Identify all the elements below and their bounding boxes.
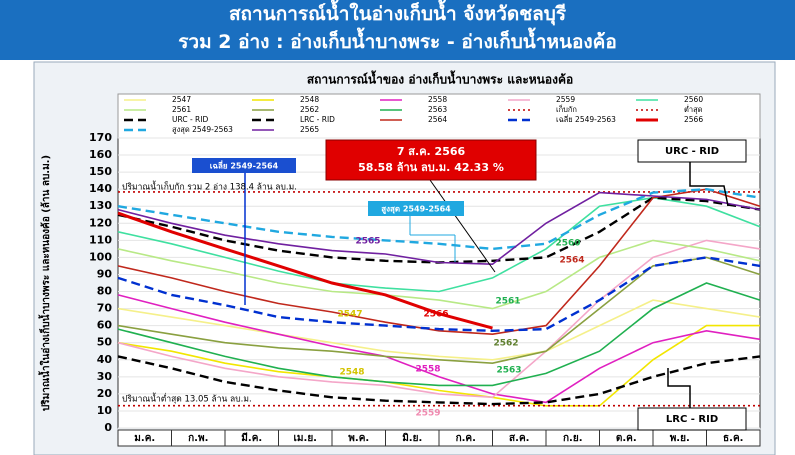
y-tick-label: 20 [97, 387, 113, 400]
x-tick-label: พ.ค. [348, 433, 369, 444]
y-tick-label: 0 [104, 421, 112, 434]
series-line [117, 256, 761, 333]
capacity-label: ปริมาณน้ำเก็บกัก รวม 2 อ่าง 138.4 ล้าน ล… [122, 181, 297, 193]
y-tick-label: 90 [97, 267, 113, 280]
y-tick-label: 60 [97, 319, 113, 332]
line-label: 2566 [423, 310, 448, 320]
y-tick-label: 120 [89, 216, 112, 229]
series-line [117, 239, 761, 310]
x-tick-label: พ.ย. [670, 433, 690, 444]
line-label: 2561 [495, 297, 520, 307]
legend-box [117, 93, 761, 139]
x-tick-label: ธ.ค. [723, 433, 743, 444]
arrow [667, 368, 691, 410]
legend-label: URC - RID [172, 115, 208, 124]
legend-label: 2559 [556, 95, 575, 104]
series-line [117, 282, 761, 387]
legend-label: สูงสุด 2549-2563 [172, 125, 233, 134]
legend-label: 2561 [172, 105, 191, 114]
legend-label: เฉลี่ย 2549-2563 [556, 114, 616, 124]
line-label: 2565 [355, 237, 380, 247]
y-tick-label: 70 [97, 302, 113, 315]
line-label: 2547 [337, 310, 362, 320]
y-tick-label: 40 [97, 353, 113, 366]
y-axis-label: ปริมาณน้ำในอ่างเก็บน้ำบางพระ และหนองค้อ … [38, 155, 52, 411]
plot-area [117, 137, 761, 429]
legend-label: LRC - RID [300, 115, 335, 124]
series-line [117, 324, 760, 407]
line-label: 2558 [415, 365, 440, 375]
series-line [117, 211, 493, 330]
legend-label: 2565 [300, 125, 319, 134]
legend-label: 2566 [684, 115, 703, 124]
header: สถานการณ์น้ำในอ่างเก็บน้ำ จังหวัดชลบุรี … [0, 0, 795, 60]
x-tick-label: เม.ย. [294, 433, 317, 444]
series-line [117, 355, 761, 406]
series-line [117, 239, 761, 399]
urc-label: URC - RID [665, 146, 719, 157]
legend-label: 2564 [428, 115, 447, 124]
y-tick-label: 50 [97, 336, 113, 349]
x-tick-label: มี.ค. [241, 432, 262, 444]
line-label: 2560 [555, 239, 580, 249]
legend-label: 2558 [428, 95, 447, 104]
urc-box [637, 139, 747, 163]
avg-label: เฉลี่ย 2549-2564 [210, 160, 279, 171]
series-line [117, 294, 761, 404]
callout-value: 58.58 ล้าน ลบ.ม. 42.33 % [358, 161, 504, 174]
y-tick-label: 140 [89, 182, 112, 195]
y-tick-label: 30 [97, 370, 113, 383]
header-subtitle: รวม 2 อ่าง : อ่างเก็บน้ำบางพระ - อ่างเก็… [178, 31, 617, 53]
minimum-label: ปริมาณน้ำต่ำสุด 13.05 ล้าน ลบ.ม. [122, 393, 252, 405]
chart-title: สถานการณ์น้ำของ อ่างเก็บน้ำบางพระ และหนอ… [307, 70, 573, 87]
series-line [117, 256, 761, 365]
y-tick-label: 150 [89, 165, 112, 178]
line-label: 2562 [493, 339, 518, 349]
callout-box [325, 139, 537, 181]
max-label: สูงสุด 2549-2564 [381, 205, 451, 215]
y-tick-label: 130 [89, 199, 112, 212]
x-tick-label: ม.ค. [134, 433, 155, 444]
y-tick-label: 80 [97, 285, 113, 298]
series-line [117, 299, 761, 361]
legend-label: 2563 [428, 105, 447, 114]
legend-label: 2560 [684, 95, 703, 104]
y-tick-label: 110 [89, 233, 112, 246]
y-tick-label: 100 [89, 250, 112, 263]
lrc-box [637, 407, 747, 431]
series-line [117, 191, 761, 266]
legend-label: 2562 [300, 105, 319, 114]
callout-date: 7 ส.ค. 2566 [397, 145, 466, 158]
y-tick-label: 160 [89, 148, 112, 161]
legend-label: ต่ำสุด [684, 104, 703, 114]
arrow [429, 179, 496, 273]
x-tick-label: ต.ค. [616, 433, 637, 444]
series-line [117, 188, 761, 336]
x-tick-label: ก.ค. [456, 433, 476, 444]
y-tick-label: 170 [89, 131, 112, 144]
legend-label: 2547 [172, 95, 191, 104]
lrc-label: LRC - RID [666, 414, 718, 425]
line-label: 2559 [415, 409, 440, 419]
line-label: 2563 [496, 366, 521, 376]
max-box [368, 201, 464, 216]
x-tick-label: มิ.ย. [402, 432, 422, 444]
series-line [117, 187, 761, 251]
line-label: 2548 [339, 368, 364, 378]
arrow [689, 162, 729, 207]
x-tick-label: ก.ย. [563, 433, 583, 444]
x-tick-label: ก.พ. [188, 433, 208, 444]
legend-label: 2548 [300, 95, 319, 104]
line-label: 2564 [559, 256, 584, 266]
legend-label: เก็บกัก [556, 104, 577, 114]
header-title: สถานการณ์น้ำในอ่างเก็บน้ำ จังหวัดชลบุรี [228, 3, 567, 25]
avg-box [192, 158, 296, 173]
x-tick-label: ส.ค. [509, 433, 529, 444]
y-tick-label: 10 [97, 404, 113, 417]
